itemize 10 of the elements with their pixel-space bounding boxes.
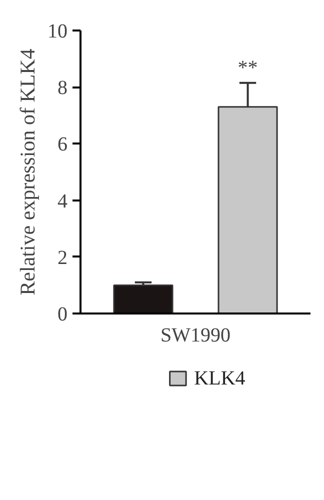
y-tick-label: 0 (58, 304, 68, 326)
y-tick-label: 6 (58, 134, 68, 156)
legend-label: KLK4 (194, 368, 246, 390)
x-tick-label: SW1990 (160, 324, 230, 346)
y-tick-label: 4 (58, 190, 68, 212)
y-tick-label: 10 (48, 20, 68, 42)
y-tick-label: 8 (58, 77, 68, 100)
annotation: ** (238, 56, 258, 79)
y-tick-label: 2 (58, 246, 68, 269)
y-axis-title: Relative expression of KLK4 (16, 48, 40, 296)
